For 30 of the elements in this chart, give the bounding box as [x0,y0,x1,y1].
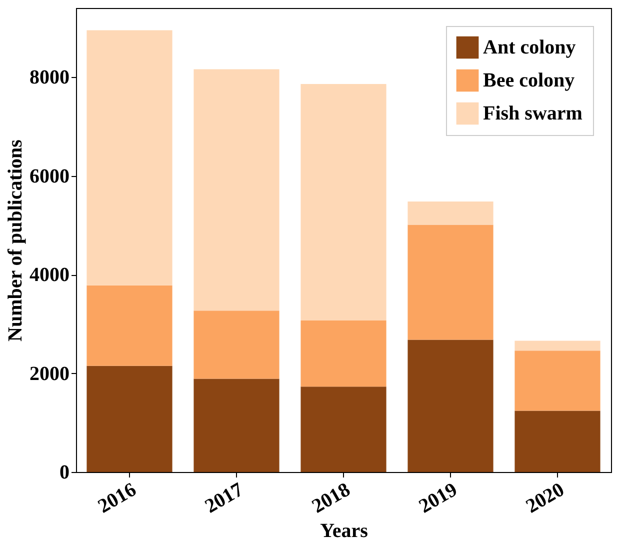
y-tick-label: 6000 [30,165,70,188]
legend-label: Fish swarm [483,102,583,124]
bar [300,84,386,320]
y-tick-label: 2000 [30,362,70,385]
bar [514,350,600,411]
x-tick-label: 2020 [522,478,568,518]
bar [194,310,280,379]
x-tick-label: 2018 [308,478,354,518]
bar [86,30,172,286]
bar [514,410,600,472]
bar [300,320,386,387]
x-tick-label: 2017 [201,478,247,518]
bar [86,366,172,472]
bar [514,340,600,351]
legend-label: Bee colony [483,70,575,92]
y-axis-title: Number of publications [4,139,26,342]
bar [300,386,386,472]
x-axis-title: Years [320,520,368,542]
y-tick-label: 0 [60,462,70,484]
legend-label: Ant colony [483,36,576,58]
x-tick-label: 2016 [94,478,140,518]
y-tick-label: 4000 [30,264,70,286]
bar [194,378,280,472]
bar [86,285,172,366]
bar [194,69,280,311]
y-tick-label: 8000 [30,66,70,89]
bar [408,224,494,340]
bar [408,202,494,225]
x-tick-label: 2019 [415,478,461,518]
bar [408,340,494,472]
